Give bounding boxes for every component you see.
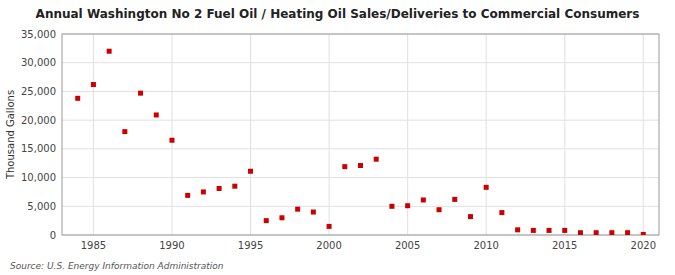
y-tick-label: 5,000 <box>27 201 56 212</box>
x-tick-label: 2015 <box>552 240 577 251</box>
y-tick-label: 35,000 <box>21 29 56 40</box>
point <box>311 210 316 215</box>
point <box>468 214 473 219</box>
x-tick-label: 2000 <box>316 240 341 251</box>
point <box>405 203 410 208</box>
point <box>327 224 332 229</box>
point <box>248 169 253 174</box>
point <box>358 163 363 168</box>
y-axis-label: Thousand Gallons <box>5 90 16 180</box>
point <box>201 189 206 194</box>
point <box>279 215 284 220</box>
point <box>342 164 347 169</box>
point <box>217 186 222 191</box>
grid <box>62 34 659 235</box>
x-tick-label: 2010 <box>473 240 498 251</box>
x-grid-line <box>486 34 487 235</box>
y-grid-line <box>62 91 659 92</box>
y-tick-label: 20,000 <box>21 115 56 126</box>
point <box>154 112 159 117</box>
point <box>547 228 552 233</box>
chart: Annual Washington No 2 Fuel Oil / Heatin… <box>0 0 675 275</box>
x-grid-line <box>564 34 565 235</box>
y-tick-label: 25,000 <box>21 86 56 97</box>
x-grid-line <box>329 34 330 235</box>
point <box>138 91 143 96</box>
point <box>499 210 504 215</box>
title: Annual Washington No 2 Fuel Oil / Heatin… <box>36 7 640 21</box>
x-tick-label: 2005 <box>395 240 420 251</box>
point <box>609 230 614 235</box>
point <box>91 82 96 87</box>
x-grid-line <box>171 34 172 235</box>
point <box>641 232 646 235</box>
y-grid-line <box>62 62 659 63</box>
x-grid-line <box>93 34 94 235</box>
y-grid-line <box>62 148 659 149</box>
y-tick-label: 30,000 <box>21 57 56 68</box>
point <box>75 96 80 101</box>
point <box>389 204 394 209</box>
y-tick-label: 15,000 <box>21 143 56 154</box>
source-note: Source: U.S. Energy Information Administ… <box>10 261 224 271</box>
point <box>625 230 630 235</box>
y-tick-label: 0 <box>50 230 56 241</box>
x-grid-line <box>643 34 644 235</box>
point <box>452 197 457 202</box>
x-tick-label: 2020 <box>631 240 656 251</box>
point <box>562 228 567 233</box>
points <box>75 49 646 235</box>
point <box>578 230 583 235</box>
point <box>484 185 489 190</box>
point <box>185 193 190 198</box>
point <box>169 138 174 143</box>
x-tick-label: 1985 <box>81 240 106 251</box>
point <box>295 207 300 212</box>
x-tick-label: 1995 <box>238 240 263 251</box>
point <box>594 230 599 235</box>
y-grid-line <box>62 206 659 207</box>
point <box>515 227 520 232</box>
plot-frame <box>62 34 659 235</box>
point <box>421 197 426 202</box>
y-tick-label: 10,000 <box>21 172 56 183</box>
point <box>374 157 379 162</box>
x-grid-line <box>250 34 251 235</box>
y-grid-line <box>62 177 659 178</box>
point <box>122 129 127 134</box>
point <box>264 218 269 223</box>
x-tick-label: 1990 <box>159 240 184 251</box>
point <box>107 49 112 54</box>
point <box>531 228 536 233</box>
point <box>437 207 442 212</box>
y-grid-line <box>62 120 659 121</box>
point <box>232 184 237 189</box>
